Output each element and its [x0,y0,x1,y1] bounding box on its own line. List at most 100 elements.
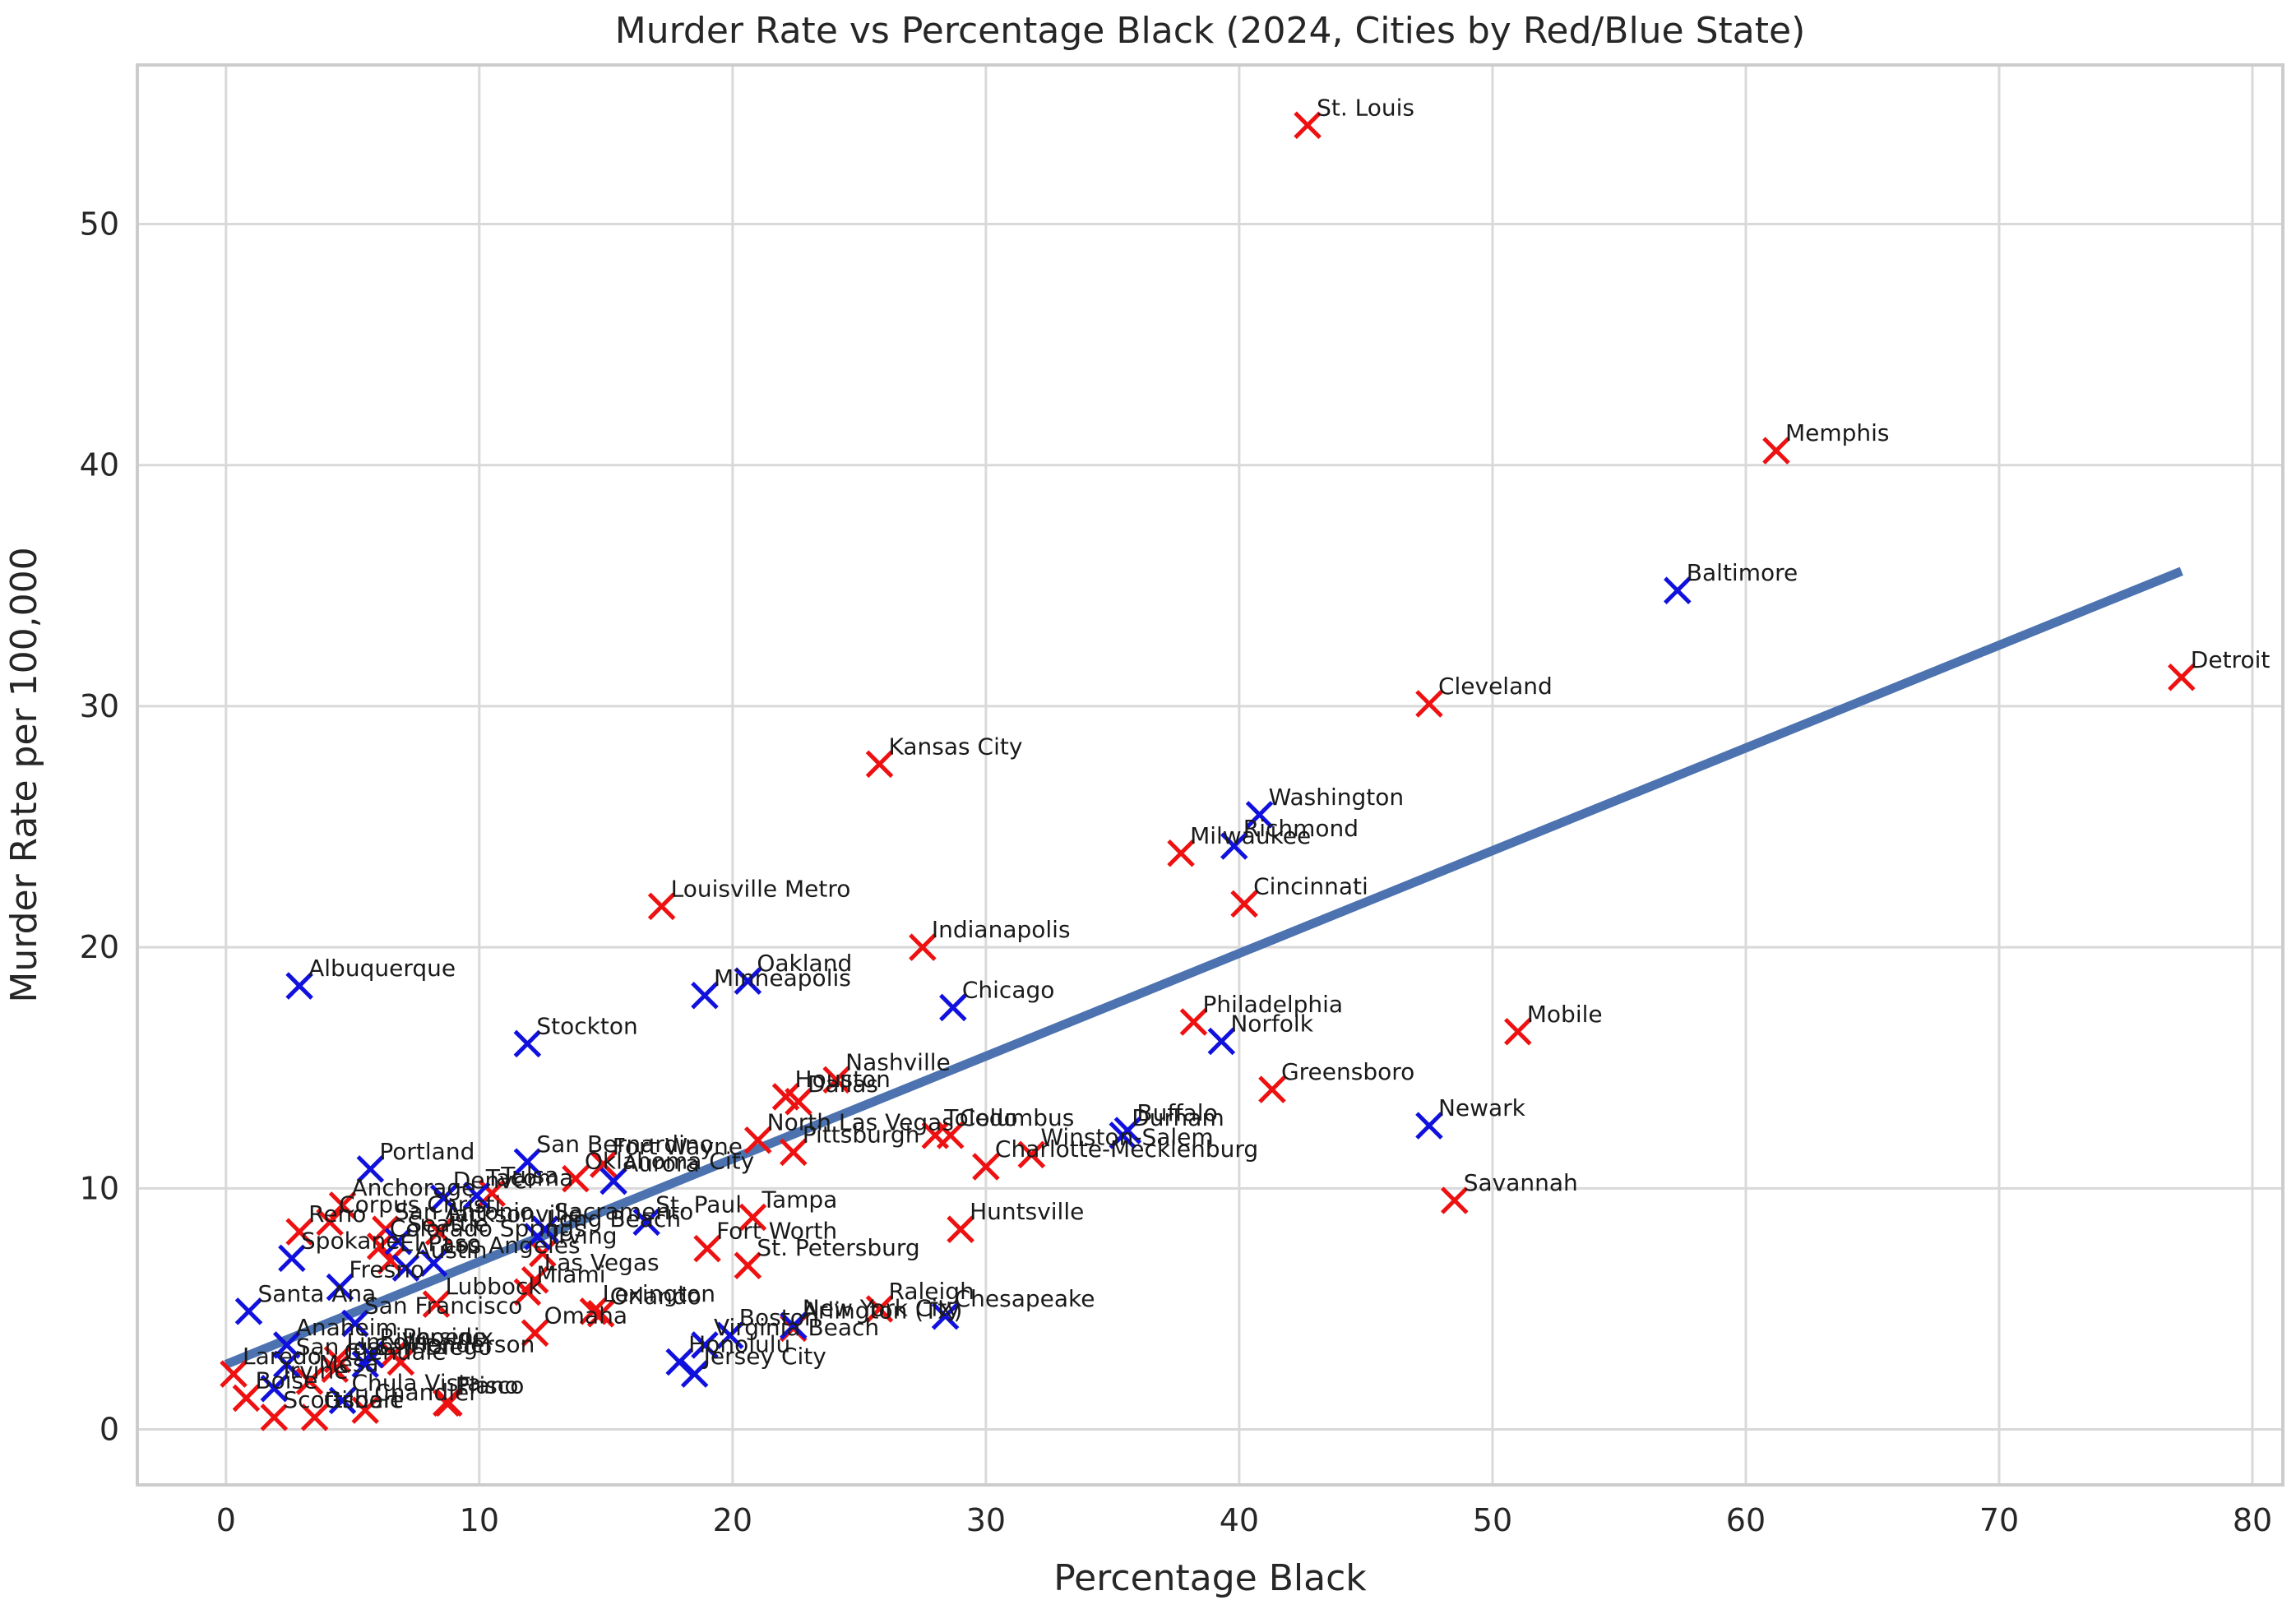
y-tick-label: 20 [80,929,119,965]
marker-stroke [285,1218,313,1246]
marker-stroke [300,1403,329,1431]
marker-stroke [462,1182,491,1209]
city-label: Laredo [243,1343,322,1370]
data-point-marker [295,1367,324,1395]
city-label: Irving [552,1223,618,1250]
x-tick-label: 50 [1473,1502,1512,1538]
data-point-marker [513,1148,542,1176]
data-point-marker [316,1208,344,1237]
data-point-marker [366,1232,395,1260]
city-label: Greensboro [1281,1058,1414,1085]
marker-stroke [1440,1186,1469,1214]
city-label: Nashville [845,1048,951,1075]
city-label: New York City [803,1294,961,1321]
city-label: Milwaukee [1190,822,1311,849]
marker-stroke [2168,663,2196,691]
city-label: Riverside [379,1324,486,1351]
data-point-marker [321,1355,349,1384]
city-label: Honolulu [688,1330,790,1357]
city-labels-layer: St. Louis Memphis Detroit Cleveland Kansas C… [243,94,2270,1413]
marker-stroke [278,1244,306,1273]
city-label: Phoenix [402,1324,493,1351]
points-layer [220,111,2196,1431]
marker-stroke [341,1309,369,1338]
marker-stroke [372,1215,400,1243]
marker-stroke [972,1153,1000,1181]
data-point-marker [513,1278,542,1306]
city-label: Plano [456,1371,519,1399]
city-label: Buffalo [1136,1099,1217,1126]
marker-stroke [716,1321,744,1349]
city-label: Minneapolis [714,964,851,992]
city-label: Chesapeake [955,1285,1095,1312]
marker-stroke [822,1066,850,1094]
marker-stroke [529,1239,557,1268]
marker-stroke [691,1331,719,1359]
city-label: Corpus Christi [339,1191,501,1218]
data-point-marker [1440,1186,1469,1214]
city-label: Kansas City [889,733,1023,760]
city-label: Tampa [761,1186,838,1214]
marker-stroke [366,1232,395,1260]
marker-stroke [1017,1140,1046,1169]
city-label: Lincoln [346,1329,428,1356]
marker-stroke [1415,1112,1443,1140]
x-tick-label: 40 [1220,1502,1259,1538]
data-point-marker [647,892,676,921]
city-label: St. Petersburg [757,1234,919,1261]
marker-stroke [234,1297,263,1325]
marker-stroke [513,1029,542,1058]
data-point-marker [351,1396,379,1424]
marker-stroke [321,1355,349,1384]
data-point-marker [341,1309,369,1338]
data-point-marker [1415,1112,1443,1140]
marker-stroke [424,1218,453,1246]
city-label: Houston [795,1066,891,1093]
city-label: Fresno [349,1256,424,1283]
data-point-marker [328,1191,357,1219]
marker-stroke [647,892,676,921]
data-point-marker [384,1228,413,1255]
city-label: San Francisco [364,1292,522,1320]
city-label: Santa Ana [258,1280,377,1307]
city-label: Louisville Metro [671,875,851,902]
marker-stroke [377,1246,405,1275]
marker-stroke [693,1234,721,1263]
marker-stroke [316,1208,344,1237]
data-point-marker [285,972,313,1000]
data-point-marker [529,1239,557,1268]
data-point-marker [1258,1075,1286,1103]
city-label: Omaha [544,1302,627,1329]
city-label: Mobile [1527,1001,1603,1028]
marker-stroke [1503,1017,1532,1046]
data-point-marker [326,1273,354,1302]
marker-stroke [1230,890,1258,918]
city-label: Cincinnati [1253,872,1368,899]
city-label: Philadelphia [1202,991,1343,1018]
city-label: North Las Vegas [767,1109,954,1136]
data-point-marker [691,982,719,1010]
city-label: Henderson [410,1330,535,1357]
city-label: Raleigh [889,1278,974,1305]
data-point-marker [909,933,937,961]
marker-stroke [1762,437,1790,465]
data-point-marker [972,1153,1000,1181]
marker-stroke [328,1386,357,1415]
data-point-marker [822,1066,850,1094]
city-label: Charlotte-Mecklenburg [995,1135,1258,1163]
marker-stroke [419,1249,448,1278]
y-axis-label: Murder Rate per 100,000 [3,547,45,1002]
marker-stroke [579,1297,608,1325]
x-tick-label: 10 [460,1502,499,1538]
marker-stroke [260,1374,289,1403]
marker-stroke [384,1228,413,1255]
city-label: Aurora [623,1150,700,1177]
city-label: Frisco [458,1371,524,1399]
marker-stroke [780,1311,808,1340]
city-label: San Diego [374,1333,492,1360]
data-point-marker [586,1300,615,1328]
city-label: Pittsburgh [803,1121,920,1148]
data-point-marker [356,1155,385,1183]
marker-stroke [590,1150,618,1178]
marker-stroke [379,1340,407,1369]
